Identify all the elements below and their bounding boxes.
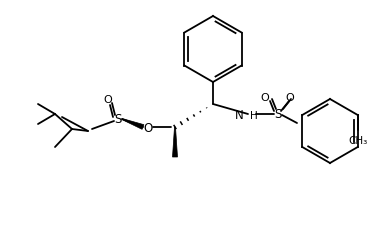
Polygon shape bbox=[122, 119, 144, 130]
Text: CH₃: CH₃ bbox=[348, 135, 367, 145]
Text: O: O bbox=[286, 93, 294, 103]
Polygon shape bbox=[173, 127, 177, 157]
Text: H: H bbox=[250, 111, 258, 121]
Text: O: O bbox=[104, 95, 113, 105]
Text: O: O bbox=[144, 121, 152, 134]
Text: N: N bbox=[235, 109, 244, 122]
Text: O: O bbox=[261, 93, 269, 103]
Text: S: S bbox=[274, 108, 282, 121]
Text: S: S bbox=[114, 113, 122, 126]
